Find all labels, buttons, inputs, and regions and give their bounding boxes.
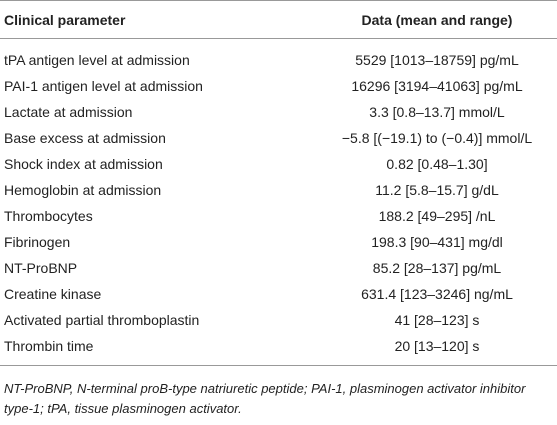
table-row: Thrombocytes 188.2 [49–295] /nL	[0, 203, 557, 229]
value-cell: 5529 [1013–18759] pg/mL	[355, 52, 519, 68]
table-row: Lactate at admission 3.3 [0.8–13.7] mmol/…	[0, 99, 557, 125]
value-cell: −5.8 [(−19.1) to (−0.4)] mmol/L	[341, 130, 533, 146]
table-row: NT-ProBNP 85.2 [28–137] pg/mL	[0, 255, 557, 281]
value-cell: 188.2 [49–295] /nL	[378, 208, 496, 224]
table-row: tPA antigen level at admission 5529 [1013…	[0, 39, 557, 74]
table-row: PAI-1 antigen level at admission 16296 [3…	[0, 73, 557, 99]
value-cell: 11.2 [5.8–15.7] g/dL	[375, 182, 499, 198]
value-cell: 198.3 [90–431] mg/dl	[371, 234, 503, 250]
parameter-cell: tPA antigen level at admission	[4, 52, 190, 68]
header-cell: Clinical parameter	[0, 0, 313, 39]
parameter-cell: Shock index at admission	[4, 156, 163, 172]
value-cell: 20 [13–120] s	[394, 338, 480, 354]
value-cell: 3.3 [0.8–13.7] mmol/L	[369, 104, 505, 120]
table-row: Hemoglobin at admission 11.2 [5.8–15.7] g…	[0, 177, 557, 203]
table-row: Creatine kinase 631.4 [123–3246] ng/mL	[0, 281, 557, 307]
header-cell: Data (mean and range)	[313, 0, 557, 39]
parameter-cell: Base excess at admission	[4, 130, 166, 146]
parameter-cell: Activated partial thromboplastin	[4, 312, 200, 328]
parameter-cell: NT-ProBNP	[4, 260, 78, 276]
parameter-cell: Thrombin time	[4, 338, 94, 354]
footnote: NT-ProBNP, N-terminal proB-type natriure…	[4, 381, 526, 416]
header-row: Clinical parameter Data (mean and range)	[0, 0, 557, 39]
parameter-cell: Thrombocytes	[4, 208, 93, 224]
parameter-cell: Creatine kinase	[4, 286, 102, 302]
table-row: Shock index at admission 0.82 [0.48–1.30]	[0, 151, 557, 177]
value-cell: 16296 [3194–41063] pg/mL	[351, 78, 523, 94]
value-cell: 41 [28–123] s	[394, 312, 480, 328]
parameter-cell: Hemoglobin at admission	[4, 182, 162, 198]
value-cell: 0.82 [0.48–1.30]	[386, 156, 488, 172]
parameter-cell: Lactate at admission	[4, 104, 133, 120]
value-cell: 631.4 [123–3246] ng/mL	[361, 286, 513, 302]
table-row: Base excess at admission −5.8 [(−19.1) to…	[0, 125, 557, 151]
data-table: Clinical parameter Data (mean and range)…	[0, 0, 557, 366]
parameter-cell: PAI-1 antigen level at admission	[4, 78, 203, 94]
parameter-cell: Fibrinogen	[4, 234, 71, 250]
value-cell: 85.2 [28–137] pg/mL	[372, 260, 502, 276]
table-row: Fibrinogen 198.3 [90–431] mg/dl	[0, 229, 557, 255]
table-row: Activated partial thromboplastin 41 [28–1…	[0, 307, 557, 333]
table-row: Thrombin time 20 [13–120] s	[0, 333, 557, 366]
